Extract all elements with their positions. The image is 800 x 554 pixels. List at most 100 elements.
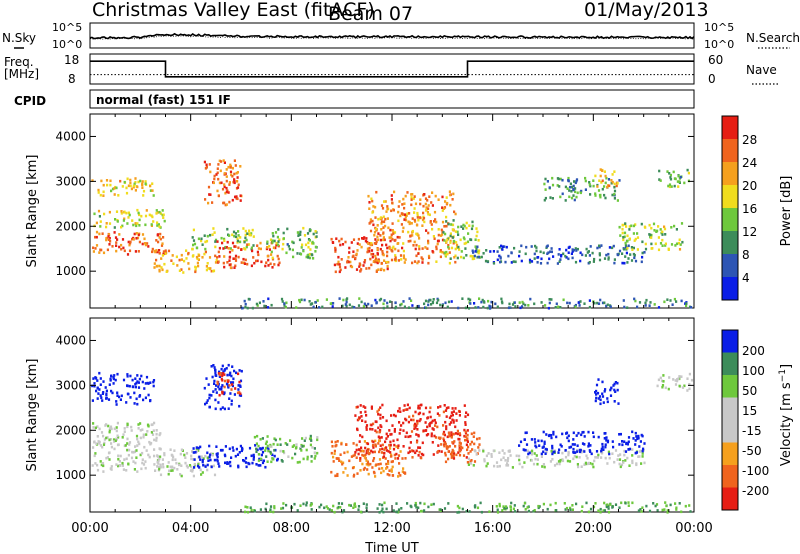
range-cell [283, 302, 286, 305]
range-cell [632, 437, 635, 440]
range-cell [266, 444, 269, 448]
range-cell [229, 247, 232, 250]
range-cell [505, 245, 508, 249]
range-cell [143, 242, 147, 245]
range-cell [145, 209, 148, 212]
range-cell [370, 304, 373, 307]
range-cell [342, 298, 345, 302]
range-cell [624, 255, 627, 258]
range-cell [120, 243, 123, 247]
range-cell [415, 254, 418, 258]
range-cell [394, 254, 397, 257]
range-cell [372, 444, 375, 447]
range-cell [613, 460, 616, 464]
range-cell [445, 220, 448, 223]
range-cell [423, 509, 426, 512]
range-cell [580, 465, 583, 468]
range-cell [636, 232, 639, 235]
range-cell [208, 193, 211, 196]
range-cell [364, 453, 367, 457]
range-cell [213, 458, 216, 462]
range-cell [507, 456, 510, 460]
range-cell [637, 434, 640, 438]
range-cell [325, 298, 328, 301]
range-cell [631, 501, 634, 505]
range-cell [113, 440, 116, 443]
range-cell [535, 246, 538, 249]
range-cell [184, 461, 187, 465]
range-cell [487, 452, 490, 455]
range-cell [121, 238, 125, 241]
range-cell [549, 196, 552, 199]
range-cell [661, 384, 665, 387]
range-cell [464, 430, 467, 434]
range-cell [416, 223, 419, 227]
range-cell [283, 304, 286, 307]
range-cell [384, 217, 387, 221]
range-cell [590, 452, 593, 456]
range-cell [576, 247, 579, 251]
range-cell [244, 229, 247, 233]
range-cell [571, 256, 574, 260]
range-cell [226, 227, 229, 231]
range-cell [246, 232, 249, 235]
range-cell [219, 169, 222, 173]
range-cell [382, 236, 385, 239]
range-cell [343, 451, 346, 455]
y-tick-label: 3000 [55, 174, 86, 188]
range-cell [454, 425, 457, 429]
range-cell [147, 453, 150, 457]
range-cell [559, 258, 562, 261]
range-cell [132, 238, 135, 241]
x-tick-label: 00:00 [675, 521, 712, 536]
range-cell [604, 196, 607, 200]
range-cell [419, 202, 422, 206]
range-cell [282, 502, 285, 505]
range-cell [141, 380, 144, 384]
range-cell [390, 414, 393, 417]
range-cell [498, 246, 501, 249]
range-cell [238, 391, 241, 394]
range-cell [441, 209, 444, 212]
range-cell [616, 388, 619, 392]
range-cell [260, 447, 263, 451]
range-cell [549, 460, 552, 463]
range-cell [458, 510, 461, 514]
range-cell [209, 233, 212, 237]
range-cell [264, 442, 268, 446]
range-cell [189, 469, 192, 472]
range-cell [667, 387, 670, 391]
range-cell [178, 269, 181, 272]
range-cell [449, 203, 452, 207]
range-cell [436, 242, 439, 246]
range-cell [528, 451, 531, 455]
range-cell [391, 222, 394, 225]
range-cell [426, 416, 430, 419]
range-cell [476, 506, 480, 510]
range-cell [466, 448, 469, 452]
range-cell [467, 445, 470, 449]
range-cell [408, 446, 411, 450]
range-cell [603, 170, 606, 173]
range-cell [578, 304, 581, 307]
range-cell [603, 185, 606, 188]
range-cell [267, 264, 270, 267]
range-cell [611, 452, 614, 455]
range-cell [234, 164, 237, 167]
range-cell [281, 460, 284, 463]
range-cell [552, 450, 555, 454]
range-cell [461, 446, 464, 450]
range-cell [108, 236, 111, 240]
range-cell [678, 502, 681, 505]
range-cell [266, 242, 269, 245]
range-cell [312, 257, 315, 260]
range-cell [217, 260, 220, 263]
range-cell [394, 247, 397, 251]
range-cell [305, 501, 308, 504]
range-cell [524, 303, 527, 307]
range-cell [105, 179, 109, 182]
range-cell [414, 247, 417, 251]
range-cell [670, 185, 673, 188]
range-cell [265, 502, 268, 506]
range-cell [103, 438, 106, 441]
